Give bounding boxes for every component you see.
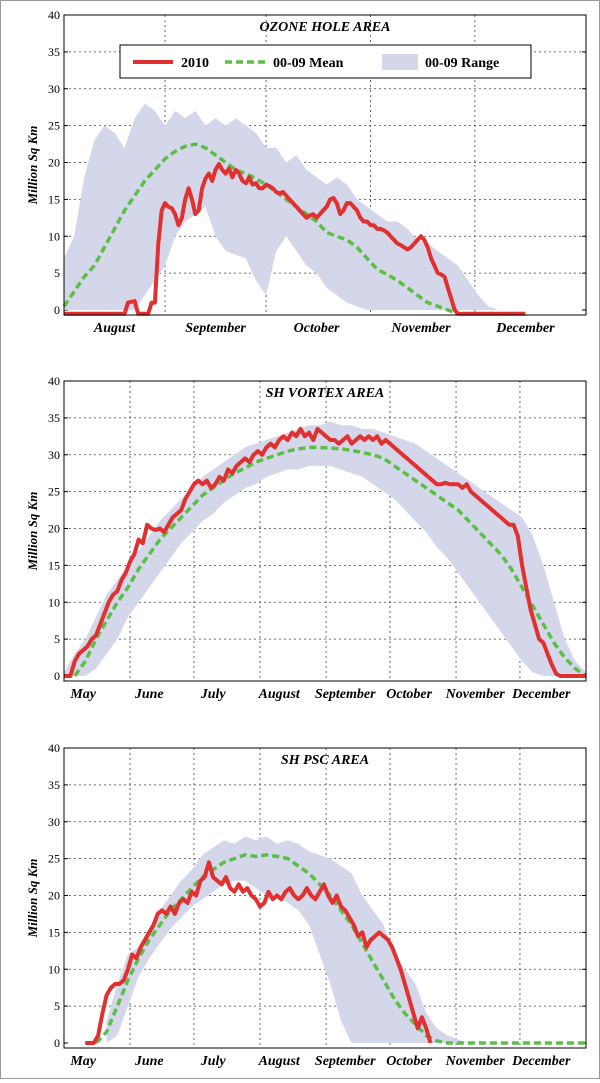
y-tick-label: 30 bbox=[48, 448, 60, 462]
y-tick-label: 40 bbox=[48, 8, 60, 22]
y-tick-label: 25 bbox=[48, 119, 60, 133]
chart-title: OZONE HOLE AREA bbox=[260, 20, 391, 35]
range-band bbox=[64, 103, 499, 310]
y-tick-label: 25 bbox=[48, 485, 60, 499]
y-tick-label: 0 bbox=[54, 1036, 60, 1050]
y-tick-label: 15 bbox=[48, 558, 60, 572]
y-tick-label: 15 bbox=[48, 925, 60, 939]
y-axis-label: Million Sq Km bbox=[25, 859, 40, 939]
x-month-label: July bbox=[200, 1054, 227, 1069]
y-tick-label: 5 bbox=[54, 999, 60, 1013]
y-tick-label: 10 bbox=[48, 229, 60, 243]
y-tick-label: 30 bbox=[48, 82, 60, 96]
plot-frame bbox=[63, 380, 587, 682]
mean-line bbox=[62, 142, 499, 316]
x-month-label: May bbox=[69, 1054, 96, 1069]
legend-label: 2010 bbox=[181, 56, 209, 71]
x-month-label: September bbox=[185, 321, 246, 336]
x-month-label: June bbox=[134, 687, 164, 702]
chart-title: SH VORTEX AREA bbox=[266, 386, 385, 401]
chart-title: SH PSC AREA bbox=[281, 753, 369, 768]
x-month-label: June bbox=[134, 1054, 164, 1069]
range-band bbox=[64, 421, 586, 676]
y-tick-label: 25 bbox=[48, 852, 60, 866]
plot-frame bbox=[63, 14, 587, 316]
x-month-label: December bbox=[495, 321, 555, 336]
line-2010 bbox=[64, 426, 586, 678]
chart-2: 0 5 10 15 20 25 30 35 40 May June July August Septemb… bbox=[25, 374, 587, 702]
x-month-label: August bbox=[258, 1054, 301, 1069]
y-tick-label: 5 bbox=[54, 266, 60, 280]
y-tick-label: 35 bbox=[48, 411, 60, 425]
y-tick-label: 20 bbox=[48, 156, 60, 170]
x-month-label: August bbox=[258, 687, 301, 702]
x-month-label: October bbox=[386, 1054, 432, 1069]
x-month-label: September bbox=[315, 687, 376, 702]
mean-line bbox=[64, 445, 587, 678]
legend-label: 00-09 Mean bbox=[273, 56, 344, 71]
y-tick-label: 10 bbox=[48, 962, 60, 976]
legend-box bbox=[119, 44, 532, 79]
y-tick-label: 5 bbox=[54, 632, 60, 646]
y-tick-label: 40 bbox=[48, 374, 60, 388]
x-month-label: August bbox=[93, 321, 136, 336]
y-tick-label: 35 bbox=[48, 778, 60, 792]
mean-line bbox=[85, 853, 586, 1045]
y-tick-label: 20 bbox=[48, 889, 60, 903]
y-tick-label: 15 bbox=[48, 192, 60, 206]
x-month-label: October bbox=[386, 687, 432, 702]
y-tick-label: 35 bbox=[48, 45, 60, 59]
plot-frame bbox=[63, 747, 587, 1049]
y-tick-label: 20 bbox=[48, 522, 60, 536]
y-tick-label: 0 bbox=[54, 669, 60, 683]
legend-swatch-range bbox=[382, 54, 418, 70]
line-2010 bbox=[85, 860, 433, 1045]
y-axis-label: Million Sq Km bbox=[25, 126, 40, 206]
x-month-label: September bbox=[315, 1054, 376, 1069]
x-month-label: July bbox=[200, 687, 227, 702]
y-tick-label: 30 bbox=[48, 815, 60, 829]
legend-label: 00-09 Range bbox=[425, 56, 499, 71]
legend: 2010 00-09 Mean 00-09 Range bbox=[119, 44, 532, 79]
y-tick-label: 40 bbox=[48, 741, 60, 755]
line-2010 bbox=[64, 162, 526, 316]
x-month-label: October bbox=[294, 321, 340, 336]
chart-3: 0 5 10 15 20 25 30 35 40 May June July August Septemb… bbox=[25, 741, 587, 1069]
y-tick-label: 0 bbox=[54, 303, 60, 317]
y-tick-label: 10 bbox=[48, 595, 60, 609]
x-month-label: December bbox=[511, 1054, 571, 1069]
chart-1: 0 5 10 15 20 25 30 35 40 August September October No… bbox=[25, 8, 587, 336]
x-month-label: May bbox=[69, 687, 96, 702]
x-month-label: November bbox=[390, 321, 451, 336]
x-month-label: November bbox=[445, 1054, 506, 1069]
x-month-label: November bbox=[445, 687, 506, 702]
y-axis-label: Million Sq Km bbox=[25, 492, 40, 572]
x-month-label: December bbox=[511, 687, 571, 702]
